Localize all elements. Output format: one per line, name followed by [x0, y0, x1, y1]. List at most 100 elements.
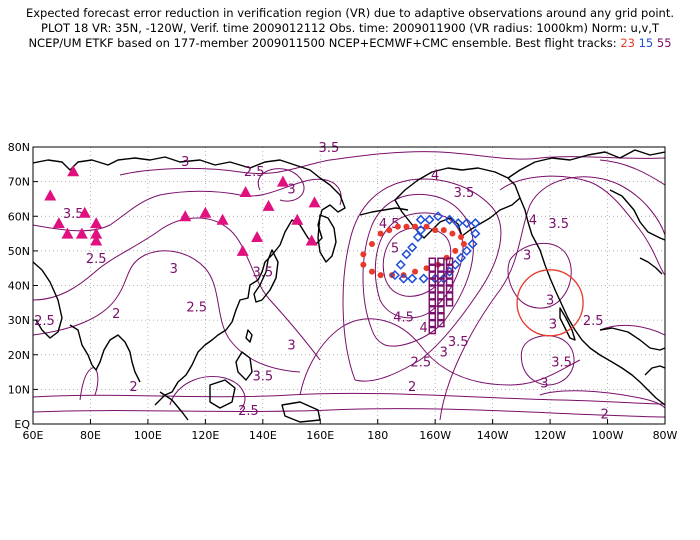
contour-label: 2.5	[410, 356, 431, 371]
contour-label: 3	[287, 183, 295, 198]
track-55-point	[437, 264, 445, 272]
header-line-2: PLOT 18 VR: 35N, -120W, Verif. time 2009…	[41, 21, 659, 35]
contour-label: 3	[440, 345, 448, 360]
contour-label: 4	[420, 321, 428, 336]
track-55-point	[437, 312, 445, 321]
contour-label: 3.5	[448, 335, 469, 350]
track-15-point	[415, 225, 426, 236]
lon-tick-label: 160E	[306, 429, 334, 442]
lon-tick-label: 120W	[534, 429, 566, 442]
track-23-point	[423, 265, 430, 272]
contour-label: 2.5	[583, 314, 604, 329]
track-55-label: 55	[656, 36, 672, 50]
contour-line	[299, 318, 581, 396]
track-23-point	[449, 230, 456, 237]
contour-line	[33, 392, 665, 405]
header-line-3-text: NCEP/UM ETKF based on 177-member 2009011…	[28, 36, 617, 50]
coastline-kamchatka	[317, 214, 337, 263]
contour-line	[382, 227, 452, 297]
station-marker	[52, 217, 65, 229]
track-23-point	[360, 261, 367, 268]
coastline-great-lakes	[639, 257, 663, 275]
station-markers	[44, 165, 321, 256]
track-23-point	[394, 223, 401, 230]
track-15-point	[470, 228, 481, 239]
track-23-point	[360, 251, 367, 258]
contour-line	[119, 151, 665, 176]
track-15-point	[470, 218, 481, 229]
contour-line	[599, 159, 665, 186]
lat-tick-label: 50N	[8, 245, 30, 258]
track-55-point	[437, 299, 445, 307]
station-marker	[199, 206, 212, 218]
track-23-point	[460, 240, 467, 247]
track-55-point	[428, 292, 437, 300]
contour-line	[33, 408, 665, 418]
coastline-philippines	[235, 351, 253, 381]
track-55-point	[437, 285, 445, 293]
contour-label: 2.5	[86, 252, 107, 267]
lat-tick-label: 40N	[8, 280, 30, 293]
lat-tick-label: 10N	[8, 383, 30, 396]
lon-tick-label: 140E	[249, 429, 277, 442]
coastline-layer	[33, 149, 665, 423]
contour-label: 3	[181, 155, 189, 170]
lon-tick-label: 80E	[80, 429, 101, 442]
contour-label: 2	[408, 380, 416, 395]
coastline-gulf	[599, 327, 665, 351]
figure-header: Expected forecast error reduction in ver…	[0, 6, 700, 51]
track-15-point	[424, 214, 435, 225]
coastline-borneo	[209, 379, 236, 409]
contour-label: 2.5	[238, 404, 259, 419]
lat-lon-grid	[33, 147, 665, 424]
contour-label: 4	[431, 169, 439, 184]
contour-line	[599, 325, 665, 336]
track-55-point	[445, 278, 454, 286]
station-marker	[75, 227, 88, 239]
station-marker	[78, 206, 91, 218]
track-55-point	[428, 278, 437, 286]
track-15-point	[461, 245, 472, 256]
contour-label: 3	[549, 318, 557, 333]
contour-label: 3	[546, 293, 554, 308]
contour-layer	[33, 151, 665, 421]
header-line-1: Expected forecast error reduction in ver…	[25, 6, 675, 20]
contour-label: 2	[601, 408, 609, 423]
contour-label: 3.5	[551, 356, 572, 371]
contour-label: 2.5	[186, 300, 207, 315]
station-marker	[90, 217, 103, 229]
contour-label: 2	[112, 307, 120, 322]
track-55-point	[428, 305, 437, 314]
track-23-point	[452, 247, 459, 254]
contour-line	[257, 168, 305, 202]
track-15-point	[395, 259, 406, 270]
track-55-point	[445, 292, 454, 300]
track-15-point	[398, 273, 409, 284]
track-23-point	[423, 223, 430, 230]
track-55-point	[445, 271, 454, 279]
track-55-point	[428, 319, 437, 328]
coastline-eurasia	[33, 156, 346, 406]
lat-tick-label: 80N	[8, 141, 30, 154]
station-marker	[308, 196, 321, 208]
station-marker	[90, 227, 103, 239]
coastline-taiwan	[245, 329, 253, 343]
lat-tick-label: 70N	[8, 176, 30, 189]
coastline-newguinea	[281, 401, 321, 423]
track-15-label: 15	[638, 36, 654, 50]
contour-label: 5	[391, 241, 399, 256]
contour-line	[79, 367, 99, 401]
coastline-hudson	[609, 189, 665, 241]
track-15-point	[432, 211, 444, 222]
track-23-point	[412, 268, 419, 275]
track-55-point	[437, 292, 445, 300]
contour-label: 4.5	[393, 311, 414, 326]
track-55-point	[428, 285, 437, 293]
coastline-sumatra	[159, 391, 189, 421]
lat-tick-label: EQ	[14, 418, 30, 431]
contour-label: 3	[540, 376, 548, 391]
contour-label: 2.5	[244, 165, 265, 180]
lat-tick-label: 20N	[8, 349, 30, 362]
coastline-north-america	[507, 149, 665, 179]
flight-track-markers	[360, 211, 481, 335]
